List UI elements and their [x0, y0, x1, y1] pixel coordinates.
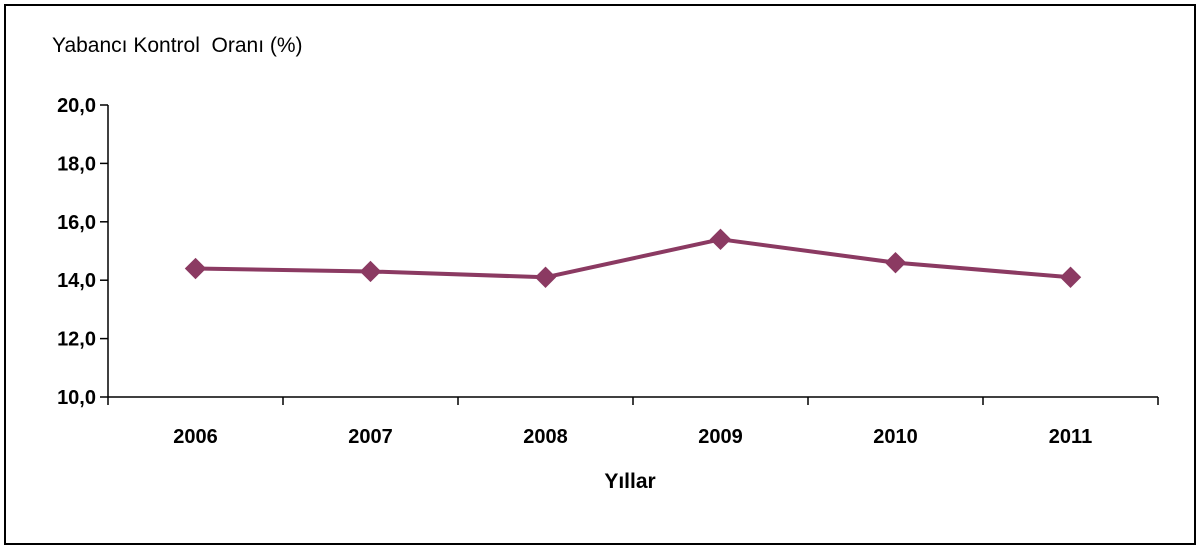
x-tick-label: 2006 — [173, 426, 218, 448]
y-tick-label: 20,0 — [57, 95, 96, 117]
y-tick-label: 10,0 — [57, 387, 96, 409]
y-axis-ticks: 10,0 12,0 14,0 16,0 18,0 20,0 — [57, 95, 108, 409]
data-point-marker — [534, 266, 557, 288]
chart-frame — [4, 4, 1196, 545]
x-tick-label: 2007 — [348, 426, 393, 448]
data-point-marker — [184, 257, 207, 280]
y-tick-label: 16,0 — [57, 212, 96, 234]
x-axis-title: Yıllar — [604, 470, 655, 493]
y-tick-label: 14,0 — [57, 270, 96, 292]
x-tick-label: 2008 — [523, 426, 568, 448]
y-axis-title: Yabancı Kontrol Oranı (%) — [52, 34, 303, 57]
data-point-marker — [1059, 266, 1082, 288]
series-group — [184, 228, 1082, 288]
axes — [107, 105, 1158, 398]
x-tick-label: 2009 — [698, 426, 743, 448]
data-point-marker — [709, 228, 732, 251]
series-line — [195, 237, 1071, 280]
x-axis-ticks: 2006 2007 2008 2009 2010 2011 — [107, 397, 1159, 448]
data-point-marker — [884, 251, 907, 274]
x-tick-label: 2010 — [873, 426, 918, 448]
x-tick-label: 2011 — [1049, 426, 1092, 448]
data-point-marker — [359, 260, 382, 283]
y-tick-label: 12,0 — [57, 329, 96, 351]
y-tick-label: 18,0 — [57, 153, 96, 175]
